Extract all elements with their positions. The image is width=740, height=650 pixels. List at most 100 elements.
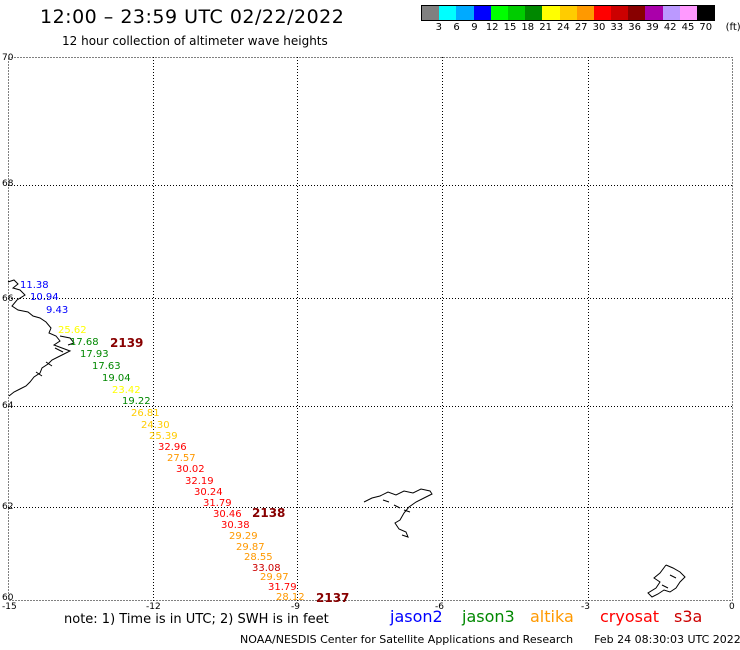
wave-height-label: 33.08	[252, 563, 281, 574]
pass-number-label: 2137	[316, 591, 349, 605]
color-scale-tick: 42	[663, 22, 677, 33]
wave-height-label: 27.57	[167, 453, 196, 464]
color-swatch	[628, 6, 646, 20]
x-axis-label-minus-15: -15	[2, 602, 17, 612]
footer-timestamp: Feb 24 08:30:03 UTC 2022	[594, 633, 740, 646]
wave-height-label: 17.63	[92, 361, 121, 372]
color-scale-tick: 45	[681, 22, 695, 33]
map-subtitle: 12 hour collection of altimeter wave hei…	[62, 34, 328, 48]
wave-height-label: 31.79	[203, 498, 232, 509]
color-swatch	[662, 6, 680, 20]
color-scale-tick: 27	[574, 22, 588, 33]
color-scale-tick: 15	[503, 22, 517, 33]
wave-height-label: 19.22	[122, 396, 151, 407]
color-scale-tick: 24	[557, 22, 570, 33]
color-swatch	[593, 6, 612, 20]
x-axis-label-minus-9: -9	[291, 602, 300, 612]
color-swatch	[490, 6, 508, 20]
pass-number-label: 2139	[110, 336, 143, 350]
wave-height-label: 17.68	[70, 337, 99, 348]
wave-height-label: 32.19	[185, 476, 214, 487]
wave-height-label: 28.12	[276, 592, 305, 603]
wave-height-label: 30.24	[194, 487, 223, 498]
color-scale-unit: (ft)	[725, 22, 740, 33]
wave-height-label: 28.55	[244, 552, 273, 563]
color-scale-tick: 33	[610, 22, 624, 33]
wave-height-label: 32.96	[158, 442, 187, 453]
coastline-shetland-islands	[647, 564, 686, 598]
color-swatch	[525, 6, 543, 20]
legend-cryosat: cryosat	[600, 607, 659, 626]
wave-height-label: 30.02	[176, 464, 205, 475]
coastline-iceland-east	[7, 279, 72, 397]
wave-height-label: 29.97	[260, 572, 289, 583]
wave-height-label: 10.94	[30, 292, 59, 303]
legend-label-jason3: jason3	[462, 607, 515, 626]
color-swatch	[456, 6, 474, 20]
color-swatch	[645, 6, 663, 20]
color-scale-tick: 18	[521, 22, 535, 33]
wave-height-label: 29.29	[229, 531, 258, 542]
legend-label-jason2: jason2	[390, 607, 443, 626]
color-swatch	[542, 6, 560, 20]
footer: NOAA/NESDIS Center for Satellite Applica…	[240, 633, 740, 646]
color-scale-tick: 21	[539, 22, 552, 33]
color-swatch	[473, 6, 491, 20]
coastline-iceland-fjords	[35, 335, 75, 377]
pass-number-label: 2138	[252, 506, 285, 520]
pass-labels: 2139 2138 2137	[110, 336, 349, 605]
y-axis-label-64: 64	[2, 401, 14, 411]
wave-height-label: 25.62	[58, 325, 87, 336]
wave-height-label: 26.81	[131, 408, 160, 419]
wave-height-label: 19.04	[102, 373, 131, 384]
color-scale-tick: 70	[699, 22, 713, 33]
color-scale-tick: 3	[435, 22, 442, 33]
wave-height-label: 24.30	[141, 420, 170, 431]
color-scale-tick: 39	[646, 22, 659, 33]
map-frame	[8, 57, 733, 601]
color-scale-tick: 12	[485, 22, 499, 33]
color-swatch	[697, 6, 715, 20]
color-swatch	[679, 6, 697, 20]
wave-height-label: 17.93	[80, 349, 109, 360]
wave-height-label: 23.42	[112, 385, 141, 396]
wave-height-label: 29.87	[236, 542, 265, 553]
y-axis-label-62: 62	[2, 502, 13, 512]
legend-jason2: jason2	[390, 607, 443, 626]
x-axis-label-0: 0	[729, 602, 735, 612]
wave-height-label: 30.38	[221, 520, 250, 531]
y-axis-label-66: 66	[2, 294, 14, 304]
color-scale-tick: 30	[592, 22, 606, 33]
color-scale-ticks: 3 6 9 12 15 18 21 24 27 30 33 36 39 42 45 70 (ft)	[421, 21, 740, 35]
wave-height-label: 9.43	[46, 305, 68, 316]
legend-s3a: s3a	[674, 607, 702, 626]
wave-height-label: 11.38	[20, 280, 49, 291]
legend-label-s3a: s3a	[674, 607, 703, 626]
y-axis-label-68: 68	[2, 179, 14, 189]
observation-labels: 11.3810.949.4325.6217.6817.9317.6319.042…	[20, 280, 305, 603]
legend-altika: altika	[530, 607, 574, 626]
color-swatch	[507, 6, 526, 20]
y-axis-label-70: 70	[2, 53, 14, 63]
gridlines	[8, 57, 733, 601]
x-axis-label-minus-3: -3	[581, 602, 590, 612]
color-swatch	[422, 6, 440, 20]
color-swatch	[576, 6, 594, 20]
wave-height-label: 25.39	[149, 431, 178, 442]
footer-credit: NOAA/NESDIS Center for Satellite Applica…	[240, 633, 574, 646]
coastline-faroe-islands	[363, 488, 433, 538]
y-axis-label-60: 60	[2, 593, 14, 603]
coastlines	[7, 279, 686, 598]
color-scale-tick: 36	[628, 22, 641, 33]
wave-height-label: 30.46	[213, 509, 242, 520]
color-swatch	[439, 6, 457, 20]
color-scale-tick: 9	[471, 22, 478, 33]
legend-jason3: jason3	[462, 607, 515, 626]
color-scale: 3 6 9 12 15 18 21 24 27 30 33 36 39 42 45 70 (ft)	[421, 5, 740, 35]
x-axis-label-minus-12: -12	[146, 602, 161, 612]
map-title: 12:00 – 23:59 UTC 02/22/2022	[40, 6, 345, 28]
color-swatch	[611, 6, 629, 20]
note-text: note: 1) Time is in UTC; 2) SWH is in fe…	[64, 612, 329, 627]
color-scale-tick: 6	[453, 22, 460, 33]
